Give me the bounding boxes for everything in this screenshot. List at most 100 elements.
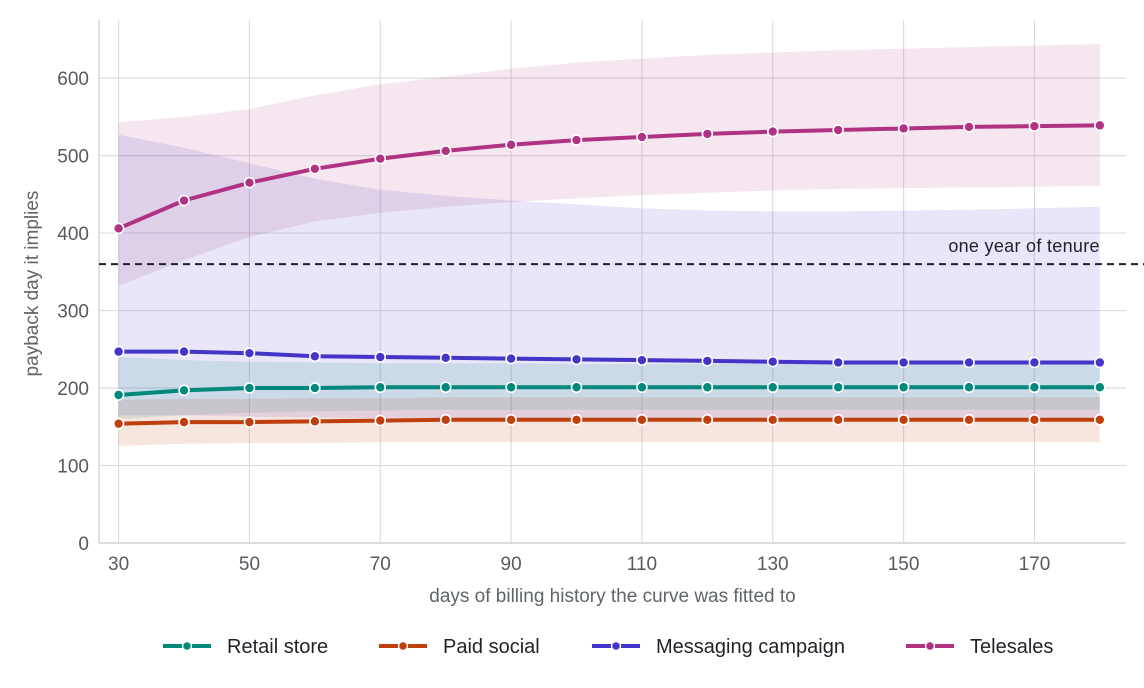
y-tick-label: 0 [78,534,89,555]
data-point-telesales [112,222,125,235]
x-tick-label: 30 [108,554,129,575]
data-point-telesales [766,125,779,138]
data-point-messaging-campaign [766,355,779,368]
data-point-telesales [243,176,256,189]
data-point-telesales [832,124,844,136]
data-point-paid-social [309,415,321,428]
legend-swatch-marker [924,640,936,652]
legend-item-paid-social: Paid social [379,636,540,658]
data-point-paid-social [1094,414,1106,426]
data-point-paid-social [1028,414,1041,426]
data-point-paid-social [963,414,975,426]
axes [98,20,1126,544]
x-axis-title: days of billing history the curve was fi… [429,586,795,607]
data-point-paid-social [178,416,190,428]
data-point-telesales [1094,119,1106,132]
data-point-retail-store [832,381,844,394]
data-point-messaging-campaign [309,350,321,363]
legend-swatch-marker [181,640,193,652]
data-point-telesales [701,128,714,140]
data-point-paid-social [112,417,125,430]
y-tick-label: 100 [57,457,89,478]
legend-label: Retail store [227,636,328,658]
legend-label: Telesales [970,636,1053,658]
data-point-retail-store [374,381,387,394]
data-point-messaging-campaign [897,356,910,369]
data-point-telesales [963,121,975,133]
data-point-telesales [1028,120,1041,132]
legend-label: Paid social [443,636,540,658]
data-point-telesales [897,122,910,135]
data-point-telesales [570,134,583,146]
y-tick-label: 200 [57,379,89,400]
data-point-paid-social [374,414,387,427]
x-tick-label: 130 [757,554,789,575]
legend-swatch-marker [610,640,622,652]
y-tick-label: 600 [57,69,89,90]
data-point-retail-store [178,384,190,397]
data-point-paid-social [636,414,648,426]
data-point-retail-store [963,381,975,394]
legend-label: Messaging campaign [656,636,845,658]
data-point-paid-social [570,414,583,426]
y-axis-title: payback day it implies [22,191,43,377]
confidence-band-messaging-campaign [118,134,1100,421]
data-point-messaging-campaign [112,345,125,358]
series-line-messaging-campaign [116,349,1102,365]
data-point-messaging-campaign [243,347,256,359]
data-point-paid-social [701,414,714,426]
legend-item-messaging-campaign: Messaging campaign [592,636,845,658]
data-point-retail-store [439,381,452,394]
data-point-paid-social [243,416,256,428]
legend-item-retail-store: Retail store [163,636,328,658]
data-point-retail-store [243,382,256,394]
y-tick-label: 500 [57,147,89,168]
reference-line-group: one year of tenure [99,236,1144,266]
x-tick-label: 170 [1019,554,1051,575]
data-point-paid-social [832,414,844,426]
data-point-retail-store [505,381,517,394]
data-point-paid-social [897,414,910,426]
data-point-messaging-campaign [570,353,583,366]
series-line-paid-social [116,417,1102,426]
data-point-messaging-campaign [963,356,975,369]
data-point-messaging-campaign [1028,356,1041,369]
data-point-telesales [178,194,190,207]
data-point-retail-store [570,381,583,394]
tick-labels: 30 50 70 90 110 130 150 170 0 100 200 300 400 500 600 [57,69,1050,575]
data-point-retail-store [309,382,321,394]
data-point-telesales [309,162,321,175]
data-point-messaging-campaign [178,345,190,358]
data-point-retail-store [701,381,714,394]
data-point-messaging-campaign [505,352,517,365]
x-tick-label: 150 [888,554,920,575]
data-point-telesales [374,152,387,165]
data-point-messaging-campaign [1094,356,1106,369]
data-point-telesales [636,131,648,143]
data-point-messaging-campaign [374,351,387,363]
legend-item-telesales: Telesales [906,636,1053,658]
series-line-retail-store [116,385,1102,397]
data-point-retail-store [112,389,125,401]
data-point-retail-store [766,381,779,394]
y-tick-label: 300 [57,302,89,323]
legend: Retail store Paid social Messaging campaig… [163,636,1053,658]
data-point-messaging-campaign [701,355,714,367]
y-tick-label: 400 [57,224,89,245]
data-point-paid-social [439,414,452,426]
data-point-retail-store [897,381,910,394]
data-point-retail-store [636,381,648,394]
confidence-band-telesales [118,44,1100,286]
data-point-retail-store [1028,381,1041,394]
data-point-paid-social [505,414,517,426]
data-point-paid-social [766,414,779,426]
series-lines [112,119,1106,430]
x-tick-label: 70 [370,554,391,575]
series-line-telesales [116,123,1102,231]
x-tick-label: 50 [239,554,260,575]
x-tick-label: 110 [627,554,657,575]
data-point-telesales [505,138,517,151]
data-point-messaging-campaign [636,354,648,366]
reference-line-label: one year of tenure [948,236,1100,256]
